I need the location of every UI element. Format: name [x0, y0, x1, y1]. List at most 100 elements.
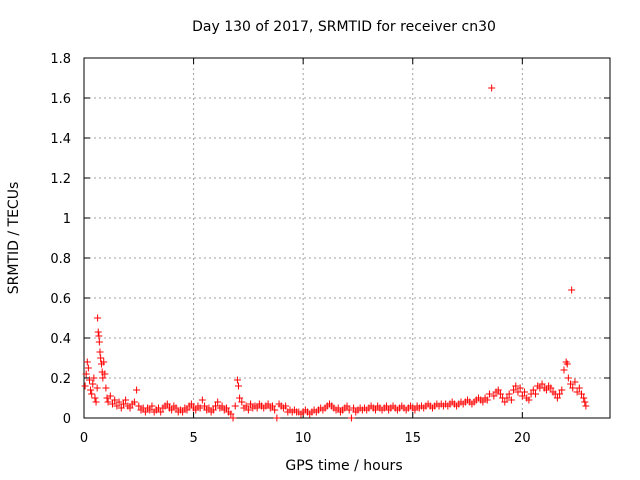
data-point: [201, 402, 209, 410]
data-point: [242, 402, 250, 410]
data-point: [575, 384, 583, 392]
data-point: [126, 404, 134, 412]
data-point: [119, 400, 127, 408]
data-point: [567, 380, 575, 388]
data-point: [347, 414, 355, 422]
x-tick-label: 0: [80, 431, 88, 446]
data-point: [538, 380, 546, 388]
data-point: [168, 406, 176, 414]
data-point: [141, 408, 149, 416]
data-point: [564, 374, 572, 382]
data-point: [236, 394, 244, 402]
data-point: [235, 382, 243, 390]
data-point: [531, 390, 539, 398]
data-point: [496, 390, 504, 398]
data-point: [111, 396, 119, 404]
data-point: [485, 390, 493, 398]
data-point: [371, 406, 379, 414]
y-tick-label: 0.4: [50, 332, 71, 347]
data-point: [483, 396, 491, 404]
data-point: [560, 366, 568, 374]
data-point: [104, 398, 112, 406]
data-point: [494, 386, 502, 394]
data-point: [271, 406, 279, 414]
data-point: [411, 406, 419, 414]
data-point: [343, 402, 351, 410]
data-point: [163, 400, 171, 408]
data-point: [102, 384, 110, 392]
data-point: [183, 406, 191, 414]
data-point: [514, 388, 522, 396]
data-point: [556, 390, 564, 398]
data-point: [479, 398, 487, 406]
data-point: [113, 402, 121, 410]
data-point: [187, 400, 195, 408]
data-point: [542, 386, 550, 394]
data-point: [218, 402, 226, 410]
data-point: [507, 396, 515, 404]
data-point: [516, 384, 524, 392]
data-point: [350, 404, 358, 412]
x-tick-label: 5: [189, 431, 197, 446]
data-point: [334, 404, 342, 412]
data-point: [106, 392, 114, 400]
data-point: [247, 400, 255, 408]
data-point: [282, 402, 290, 410]
data-point: [108, 400, 116, 408]
data-point: [268, 402, 276, 410]
data-point: [233, 376, 241, 384]
data-point: [82, 370, 90, 378]
data-point: [95, 338, 103, 346]
data-point: [581, 398, 589, 406]
y-tick-label: 1.6: [50, 92, 71, 107]
y-tick-label: 1.8: [50, 52, 71, 67]
data-point: [157, 408, 165, 416]
data-point: [84, 364, 92, 372]
x-axis-label: GPS time / hours: [285, 458, 402, 474]
data-point: [229, 414, 237, 422]
x-tick-label: 10: [295, 431, 312, 446]
data-point: [96, 348, 104, 356]
data-point: [90, 374, 98, 382]
data-point: [521, 388, 529, 396]
y-tick-label: 0: [63, 412, 71, 427]
data-point: [547, 384, 555, 392]
data-point: [568, 286, 576, 294]
data-point: [231, 402, 239, 410]
data-point: [87, 386, 95, 394]
data-point: [93, 384, 101, 392]
data-point: [192, 406, 200, 414]
data-point: [148, 402, 156, 410]
data-point: [122, 396, 130, 404]
data-point: [253, 404, 261, 412]
data-point: [573, 388, 581, 396]
data-point: [222, 404, 230, 412]
data-points: [81, 84, 590, 422]
data-point: [582, 402, 590, 410]
data-point: [135, 402, 143, 410]
data-point: [488, 84, 496, 92]
data-point: [510, 386, 518, 394]
grid-lines: [84, 58, 610, 418]
data-point: [101, 370, 109, 378]
data-point: [529, 386, 537, 394]
data-point: [91, 394, 99, 402]
data-point: [100, 358, 108, 366]
data-point: [85, 376, 93, 384]
data-point: [99, 374, 107, 382]
data-point: [571, 378, 579, 386]
x-tick-label: 20: [514, 431, 531, 446]
y-tick-label: 0.8: [50, 252, 71, 267]
y-tick-label: 1.2: [50, 172, 71, 187]
data-point: [95, 332, 103, 340]
data-point: [558, 386, 566, 394]
data-point: [563, 360, 571, 368]
data-point: [227, 410, 235, 418]
data-point: [382, 402, 390, 410]
data-point: [273, 414, 281, 422]
data-point: [212, 402, 219, 410]
data-point: [92, 398, 100, 406]
data-point: [503, 394, 511, 402]
data-point: [518, 392, 526, 400]
